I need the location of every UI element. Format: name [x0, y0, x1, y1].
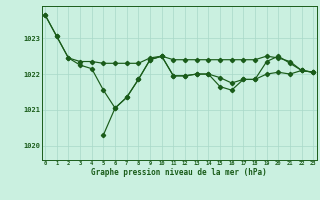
X-axis label: Graphe pression niveau de la mer (hPa): Graphe pression niveau de la mer (hPa) — [91, 168, 267, 177]
